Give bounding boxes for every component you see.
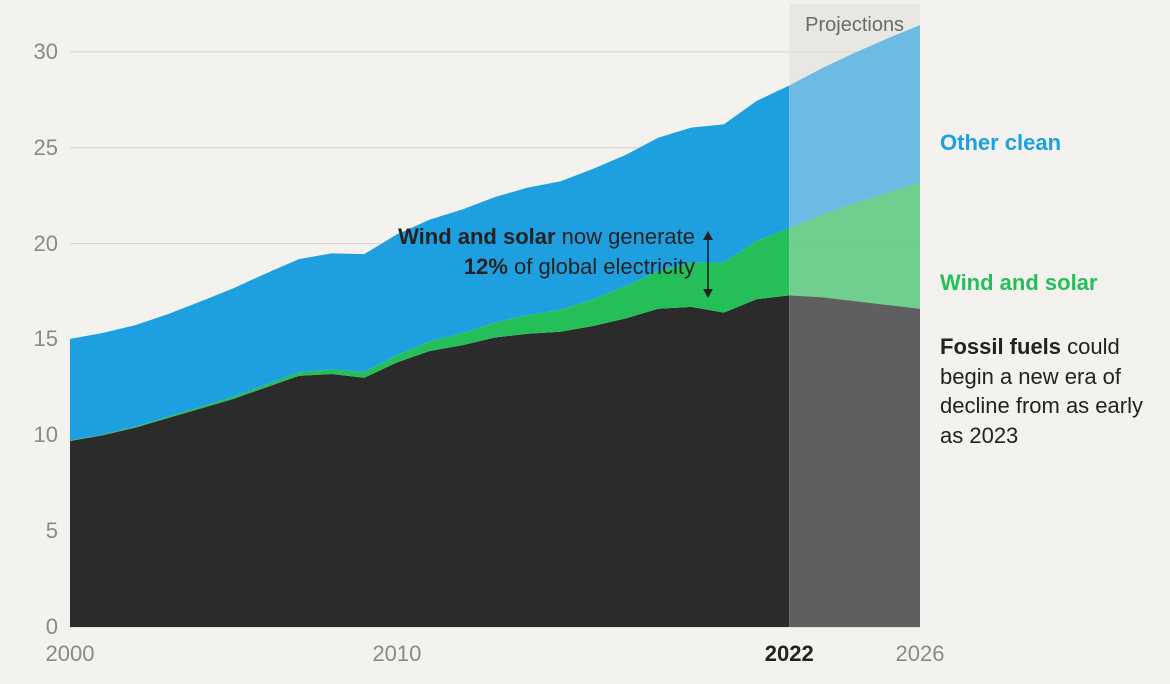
x-tick-label: 2010 [372,641,421,667]
area-proj-fossil [789,295,920,627]
y-tick-label: 25 [34,135,58,161]
y-tick-label: 15 [34,326,58,352]
y-tick-label: 10 [34,422,58,448]
x-tick-label: 2022 [765,641,814,667]
y-tick-label: 30 [34,39,58,65]
series-label-wind_solar: Wind and solar [940,270,1097,296]
x-tick-label: 2000 [46,641,95,667]
y-tick-label: 0 [46,614,58,640]
series-label-other_clean: Other clean [940,130,1061,156]
y-tick-label: 20 [34,231,58,257]
series-label-fossil_annotation: Fossil fuels could begin a new era of de… [940,332,1164,451]
projections-label: Projections [789,14,920,37]
y-tick-label: 5 [46,518,58,544]
center-annotation: Wind and solar now generate 12% of globa… [385,222,695,281]
x-tick-label: 2026 [896,641,945,667]
